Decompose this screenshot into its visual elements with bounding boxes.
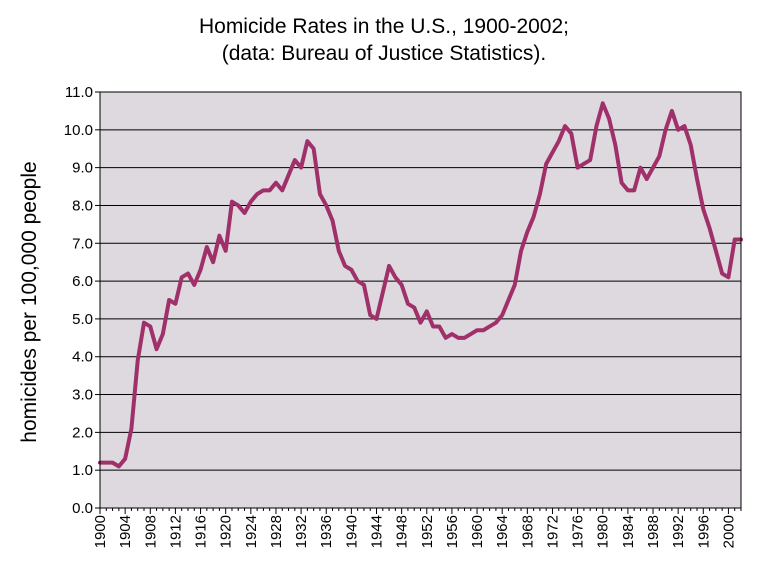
x-tick-label: 1932 (293, 515, 310, 548)
x-tick-label: 1984 (620, 515, 637, 548)
plot-area (100, 92, 741, 508)
y-tick-label: 7.0 (72, 235, 93, 252)
y-tick-label: 2.0 (72, 424, 93, 441)
y-tick-label: 0.0 (72, 500, 93, 517)
y-tick-label: 3.0 (72, 387, 93, 404)
x-tick-label: 1944 (369, 515, 386, 548)
series-line-homicide-rate (98, 101, 743, 469)
y-axis-ticks: 0.0 1.0 2.0 3.0 4.0 5.0 6.0 7.0 8.0 9.0 10.0 11.0 (64, 84, 100, 517)
x-tick-label: 1904 (117, 515, 134, 548)
y-tick-label: 10.0 (64, 122, 93, 139)
x-tick-label: 1912 (167, 515, 184, 548)
x-tick-label: 1920 (218, 515, 235, 548)
y-tick-label: 11.0 (65, 84, 93, 101)
grid-lines (100, 91, 741, 509)
chart-title: Homicide Rates in the U.S., 1900-2002; (198, 15, 570, 38)
y-tick-label: 6.0 (72, 273, 93, 290)
x-tick-label: 1956 (444, 515, 461, 548)
x-tick-label: 1972 (544, 515, 561, 548)
x-tick-label: 1992 (670, 515, 687, 548)
x-tick-label: 1924 (243, 515, 260, 548)
chart-subtitle: (data: Bureau of Justice Statistics). (221, 42, 547, 65)
y-tick-label: 9.0 (72, 160, 93, 177)
y-tick-label: 5.0 (72, 311, 93, 328)
plot-frame (99, 91, 742, 509)
x-tick-label: 1936 (318, 515, 335, 548)
x-tick-label: 1968 (519, 515, 536, 548)
y-tick-label: 1.0 (72, 462, 93, 479)
y-tick-label: 4.0 (72, 349, 93, 366)
x-tick-label: 1976 (570, 515, 587, 548)
x-tick-label: 1928 (268, 515, 285, 548)
x-tick-label: 1964 (494, 515, 511, 548)
x-tick-label: 1952 (419, 515, 436, 548)
x-tick-label: 1916 (193, 515, 210, 548)
x-tick-label: 1940 (343, 515, 360, 548)
x-tick-label: 1908 (142, 515, 159, 548)
x-tick-label: 1960 (469, 515, 486, 548)
x-tick-label: 1980 (595, 515, 612, 548)
x-tick-label: 1996 (695, 515, 712, 548)
x-tick-label: 1988 (645, 515, 662, 548)
y-tick-label: 8.0 (72, 197, 93, 214)
x-tick-label: 2000 (720, 515, 737, 548)
x-tick-label: 1948 (394, 515, 411, 548)
x-axis-ticks: 1900 1904 1908 1912 1916 1920 1924 1928 1932 1936… (92, 508, 742, 548)
x-tick-label: 1900 (92, 515, 109, 548)
